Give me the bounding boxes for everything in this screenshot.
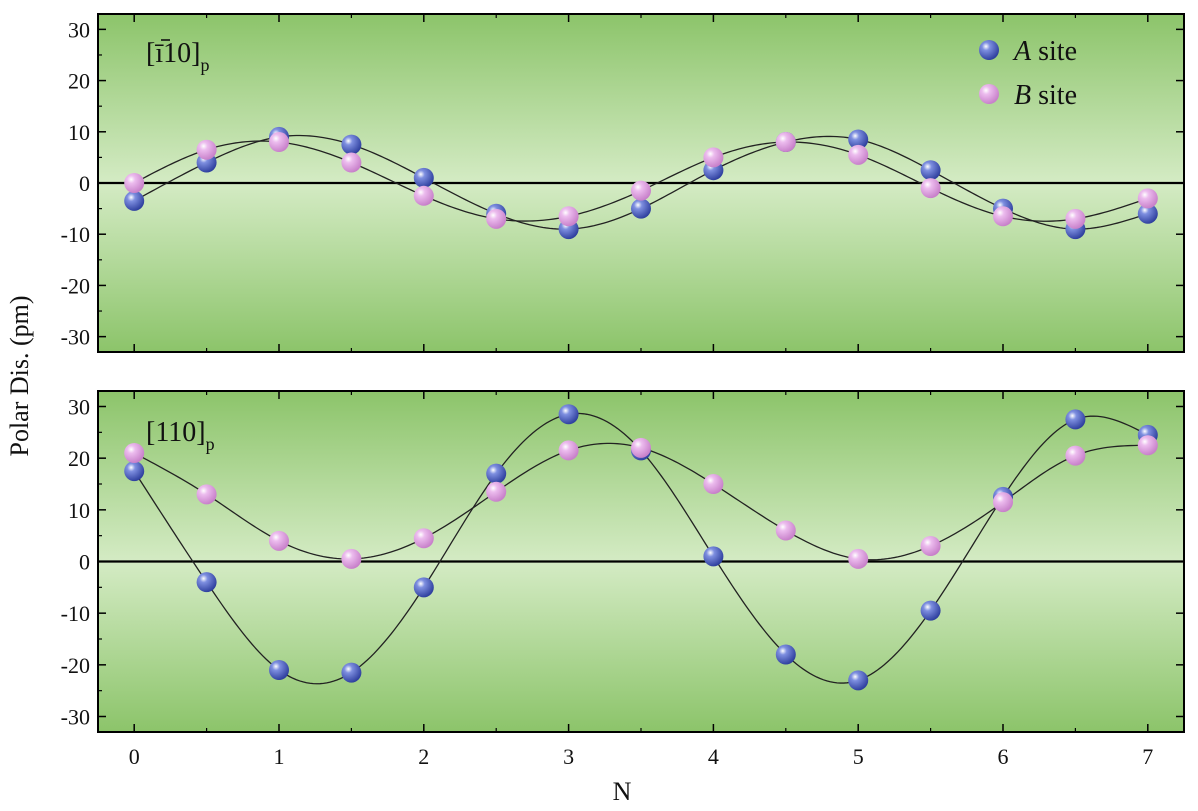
panel-bottom: 30 20 10 0 -10 -20 -30 0 1 2 3 4 5 6 7 [110]p bbox=[61, 390, 1185, 769]
y-tick-label: -10 bbox=[61, 601, 90, 626]
x-tick-label: 5 bbox=[853, 744, 864, 769]
panel-label-subscript: p bbox=[206, 434, 215, 454]
point-a-site bbox=[269, 660, 289, 680]
legend: A site B site bbox=[979, 36, 1077, 111]
point-b-site bbox=[848, 548, 869, 569]
point-b-site bbox=[269, 530, 289, 551]
point-a-site bbox=[920, 160, 941, 181]
legend-item-a-site: A site bbox=[979, 36, 1077, 67]
panel-label: [ī10]p bbox=[146, 38, 209, 75]
x-tick-label: 0 bbox=[129, 744, 140, 769]
point-a-site bbox=[775, 644, 796, 665]
point-b-site bbox=[558, 206, 579, 227]
point-a-site bbox=[124, 461, 145, 482]
point-b-site bbox=[341, 548, 362, 569]
point-a-site bbox=[413, 167, 434, 188]
point-b-site bbox=[1137, 435, 1158, 456]
point-b-site bbox=[1137, 188, 1158, 209]
point-b-site bbox=[413, 528, 434, 549]
point-b-site bbox=[413, 185, 434, 206]
point-b-site bbox=[1065, 445, 1086, 466]
point-b-site bbox=[124, 173, 145, 193]
y-tick-label: 0 bbox=[79, 171, 90, 196]
x-tick-label: 1 bbox=[274, 744, 285, 769]
point-a-site bbox=[413, 577, 434, 598]
point-b-site bbox=[486, 208, 507, 229]
point-b-site bbox=[196, 139, 217, 160]
y-tick-label: -30 bbox=[61, 705, 90, 730]
point-b-site bbox=[269, 132, 289, 153]
point-a-site bbox=[341, 662, 362, 683]
point-b-site bbox=[486, 481, 507, 502]
y-axis-ticks: 30 20 10 0 -10 -20 -30 bbox=[61, 395, 1184, 730]
x-tick-label: 2 bbox=[418, 744, 429, 769]
point-b-site bbox=[993, 206, 1013, 227]
point-a-site bbox=[486, 463, 507, 484]
point-b-site bbox=[775, 520, 796, 541]
x-tick-label: 7 bbox=[1142, 744, 1153, 769]
x-tick-label: 4 bbox=[708, 744, 719, 769]
panel-label-main: [110]p bbox=[146, 417, 215, 454]
point-b-site bbox=[631, 180, 651, 201]
x-axis-ticks: 0 1 2 3 4 5 6 7 bbox=[129, 391, 1153, 769]
point-b-site bbox=[631, 437, 651, 458]
point-b-site bbox=[1065, 208, 1086, 229]
y-tick-label: 10 bbox=[68, 498, 90, 523]
point-b-site bbox=[196, 484, 217, 505]
y-tick-label: -20 bbox=[61, 653, 90, 678]
y-tick-label: 30 bbox=[68, 17, 90, 42]
point-a-site bbox=[124, 190, 145, 211]
panel-label-text: [110] bbox=[146, 417, 206, 448]
x-axis-ticks bbox=[133, 14, 1149, 352]
point-a-site bbox=[1065, 409, 1086, 430]
y-axis-title: Polar Dis. (pm) bbox=[5, 295, 34, 456]
y-tick-label: 20 bbox=[68, 69, 90, 94]
legend-item-b-site: B site bbox=[979, 80, 1077, 111]
point-a-site bbox=[196, 572, 217, 593]
data-points bbox=[124, 404, 1158, 691]
point-b-site bbox=[993, 492, 1013, 513]
point-a-site bbox=[920, 600, 941, 621]
legend-marker-a bbox=[979, 40, 999, 60]
point-b-site bbox=[920, 178, 941, 199]
point-b-site bbox=[775, 132, 796, 153]
point-a-site bbox=[1137, 203, 1158, 224]
panel-label-main: [ī10]p bbox=[146, 38, 209, 75]
x-axis-title: N bbox=[613, 777, 632, 806]
y-axis-ticks: 30 20 10 0 -10 -20 -30 bbox=[61, 17, 1184, 350]
point-a-site bbox=[558, 404, 579, 425]
point-b-site bbox=[920, 536, 941, 556]
data-points bbox=[124, 126, 1158, 240]
point-b-site bbox=[124, 443, 145, 463]
point-b-site bbox=[558, 440, 579, 461]
y-tick-label: -30 bbox=[61, 325, 90, 350]
y-tick-label: 30 bbox=[68, 395, 90, 420]
point-b-site bbox=[848, 144, 869, 165]
point-a-site bbox=[703, 546, 724, 567]
point-a-site bbox=[848, 129, 869, 150]
y-tick-label: -20 bbox=[61, 273, 90, 298]
y-tick-label: 10 bbox=[68, 120, 90, 145]
point-a-site bbox=[341, 134, 362, 155]
panel-top: 30 20 10 0 -10 -20 -30 [ī10]p A site B site bbox=[61, 13, 1185, 353]
legend-marker-b bbox=[979, 84, 999, 104]
y-tick-label: 20 bbox=[68, 446, 90, 471]
point-b-site bbox=[703, 474, 724, 494]
x-tick-label: 3 bbox=[563, 744, 574, 769]
point-b-site bbox=[703, 147, 724, 168]
y-tick-label: 0 bbox=[79, 550, 90, 575]
x-tick-label: 6 bbox=[998, 744, 1009, 769]
legend-label-b: B site bbox=[1014, 80, 1077, 111]
point-a-site bbox=[848, 670, 869, 691]
legend-label-a: A site bbox=[1012, 36, 1077, 67]
point-b-site bbox=[341, 152, 362, 173]
y-tick-label: -10 bbox=[61, 222, 90, 247]
point-a-site bbox=[631, 198, 651, 219]
panel-label-subscript: p bbox=[200, 55, 209, 75]
panel-label-text: [ī10] bbox=[146, 38, 200, 69]
